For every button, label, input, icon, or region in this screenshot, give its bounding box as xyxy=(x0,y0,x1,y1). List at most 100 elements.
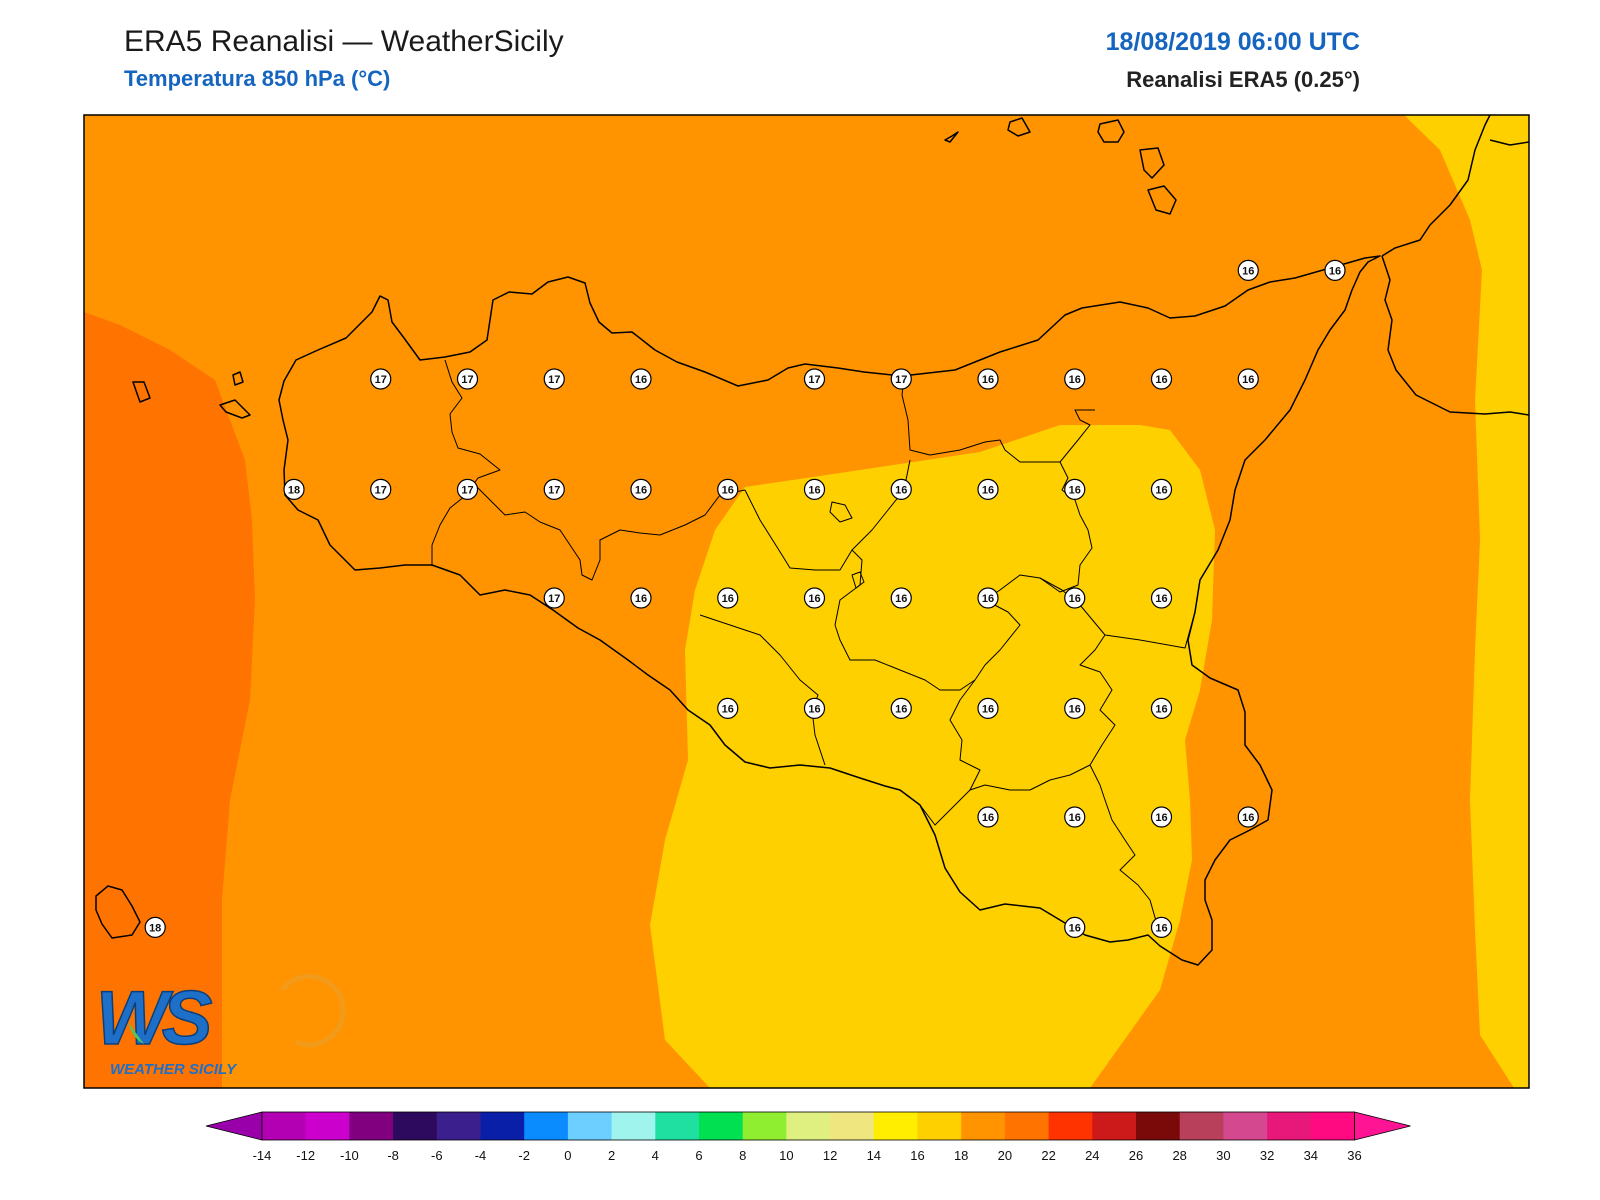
station-circle xyxy=(1150,587,1173,609)
colorbar-outline xyxy=(261,1111,1355,1141)
station-marker: 16 xyxy=(717,478,739,500)
colorbar-cell xyxy=(349,1112,394,1140)
station-circle xyxy=(1324,259,1346,281)
colorbar-cell xyxy=(655,1112,700,1140)
map-subtitle: Temperatura 850 hPa (°C) xyxy=(124,66,391,91)
station-value: 16 xyxy=(1155,374,1167,386)
station-value: 17 xyxy=(548,374,560,386)
colorbar-tick-label: -10 xyxy=(340,1148,359,1163)
map-datetime: 18/08/2019 06:00 UTC xyxy=(1105,28,1360,56)
station-marker: 16 xyxy=(1237,368,1259,390)
station-circle xyxy=(890,697,912,719)
station-circle xyxy=(1150,916,1173,938)
station-circle xyxy=(890,587,912,609)
station-circle xyxy=(1150,368,1173,390)
colorbar-cell xyxy=(611,1112,656,1140)
station-circle xyxy=(630,368,652,390)
calabria-coastline-north xyxy=(1489,139,1529,146)
station-circle xyxy=(456,368,479,390)
colorbar-cell xyxy=(393,1112,438,1140)
station-marker: 16 xyxy=(977,697,999,719)
station-marker: 16 xyxy=(803,697,826,719)
colorbar-cell xyxy=(961,1112,1006,1140)
station-circle xyxy=(717,478,739,500)
station-marker: 17 xyxy=(543,368,565,390)
station-value: 17 xyxy=(548,484,560,496)
station-value: 16 xyxy=(1069,703,1081,715)
colorbar-under-arrow xyxy=(205,1111,263,1141)
station-marker: 17 xyxy=(370,478,392,500)
station-circle xyxy=(1064,806,1086,828)
station-value: 16 xyxy=(895,484,907,496)
station-marker: 16 xyxy=(717,587,739,609)
station-value: 16 xyxy=(1069,484,1081,496)
station-marker: 16 xyxy=(890,587,912,609)
station-value: 16 xyxy=(1155,703,1167,715)
colorbar-tick-label: 18 xyxy=(954,1148,968,1163)
colorbar-tick-label: 6 xyxy=(695,1148,702,1163)
station-marker: 16 xyxy=(717,697,739,719)
lake xyxy=(829,501,853,523)
island-levanzo xyxy=(232,371,244,386)
station-value: 18 xyxy=(149,922,161,934)
station-marker: 16 xyxy=(1150,916,1173,938)
island-favignana xyxy=(219,399,251,419)
station-value: 17 xyxy=(461,484,473,496)
station-value: 16 xyxy=(1155,593,1167,605)
colorbar-cell xyxy=(1048,1112,1093,1140)
station-marker: 17 xyxy=(803,368,826,390)
island-ustica xyxy=(944,131,959,143)
calabria-coastline-south xyxy=(1381,255,1529,416)
colorbar-cell xyxy=(742,1112,787,1140)
station-circle xyxy=(1150,478,1173,500)
colorbar-cell xyxy=(1310,1112,1355,1140)
station-circle xyxy=(803,368,826,390)
colorbar-cell xyxy=(480,1112,525,1140)
station-value: 16 xyxy=(982,812,994,824)
station-marker: 16 xyxy=(890,697,912,719)
station-circle xyxy=(370,478,392,500)
station-value: 16 xyxy=(635,484,647,496)
station-marker: 16 xyxy=(1150,587,1173,609)
colorbar-cell xyxy=(262,1112,307,1140)
station-circle xyxy=(803,587,826,609)
station-circle xyxy=(1150,697,1173,719)
station-circle xyxy=(977,368,999,390)
colorbar-tick-label: 30 xyxy=(1216,1148,1230,1163)
colorbar-cell xyxy=(1004,1112,1050,1140)
station-circle xyxy=(630,587,652,609)
colorbar-tick-label: 8 xyxy=(739,1148,746,1163)
station-value: 16 xyxy=(722,484,734,496)
station-marker: 16 xyxy=(1064,916,1086,938)
colorbar-cell xyxy=(917,1112,962,1140)
station-circle xyxy=(630,478,652,500)
station-circle xyxy=(890,478,912,500)
colorbar-tick-label: -4 xyxy=(475,1148,487,1163)
lake xyxy=(851,571,865,589)
logo-leaf-icon xyxy=(128,1022,144,1044)
station-value: 17 xyxy=(895,374,907,386)
station-marker: 16 xyxy=(890,478,912,500)
station-marker: 18 xyxy=(144,916,166,938)
colorbar-tick-label: 4 xyxy=(652,1148,659,1163)
province-borders xyxy=(431,359,1196,936)
station-value: 16 xyxy=(635,593,647,605)
station-value: 16 xyxy=(722,593,734,605)
island-alicudi xyxy=(1007,117,1031,137)
colorbar-cell xyxy=(1223,1112,1268,1140)
colorbar-ticks: -14 -12 -10 -8 -6 -4 -2 0 2 4 6 8 10 12 14 16 18 20 22 24 26… xyxy=(253,1148,1362,1163)
station-circle xyxy=(803,478,826,500)
colorbar-tick-label: 12 xyxy=(823,1148,837,1163)
colorbar-tick-label: -6 xyxy=(431,1148,443,1163)
station-value: 17 xyxy=(461,374,473,386)
station-value: 16 xyxy=(1242,265,1254,277)
colorbar-cell xyxy=(699,1112,744,1140)
station-value: 16 xyxy=(895,593,907,605)
station-circle xyxy=(543,478,565,500)
station-marker: 16 xyxy=(1064,478,1086,500)
colorbar-tick-label: 24 xyxy=(1085,1148,1099,1163)
map-source: Reanalisi ERA5 (0.25°) xyxy=(1126,67,1360,92)
station-circle xyxy=(717,587,739,609)
station-value: 17 xyxy=(548,593,560,605)
